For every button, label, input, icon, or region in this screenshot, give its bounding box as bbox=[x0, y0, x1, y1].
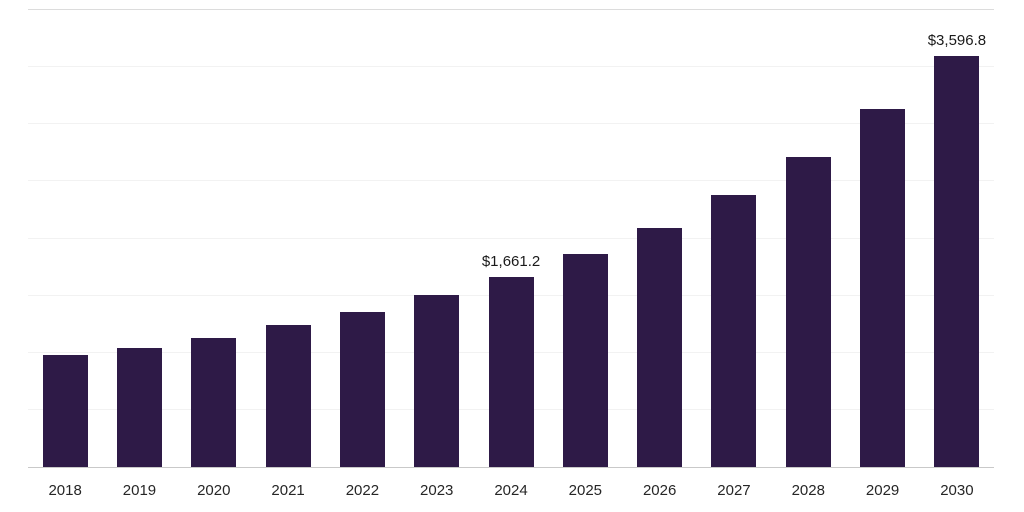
bar-slot-2021 bbox=[251, 10, 325, 467]
bar-slot-2022 bbox=[325, 10, 399, 467]
x-tick-label-2024: 2024 bbox=[494, 481, 528, 499]
bar-slot-2029 bbox=[845, 10, 919, 467]
x-tick-label-2029: 2029 bbox=[865, 481, 900, 499]
bar-2021 bbox=[265, 325, 311, 467]
bar-slot-2019 bbox=[102, 10, 176, 467]
x-axis: 2018 2019 2020 2021 2022 2023 2024 2025 2026 2027… bbox=[28, 468, 994, 512]
data-label-2030: $3,596.8 bbox=[927, 32, 987, 50]
bar-2018 bbox=[42, 355, 88, 467]
x-tick-label-2023: 2023 bbox=[420, 481, 454, 499]
bar-slot-2026 bbox=[623, 10, 697, 467]
bar-slot-2027 bbox=[697, 10, 771, 467]
x-tick-label-2019: 2019 bbox=[122, 481, 157, 499]
bar-2030: $3,596.8 bbox=[928, 32, 986, 467]
bar-2024: $1,661.2 bbox=[482, 253, 540, 467]
data-label-2024: $1,661.2 bbox=[481, 253, 541, 271]
bar-2019 bbox=[116, 347, 162, 467]
bar-2029 bbox=[860, 108, 906, 467]
x-tick-label-2027: 2027 bbox=[717, 481, 751, 499]
x-tick-label-2022: 2022 bbox=[345, 481, 380, 499]
bar-slot-2023 bbox=[400, 10, 474, 467]
x-tick-label-2030: 2030 bbox=[940, 481, 974, 499]
bar-2025 bbox=[562, 253, 608, 467]
bar-2027 bbox=[711, 194, 757, 467]
bar-slot-2018 bbox=[28, 10, 102, 467]
plot-area: $1,661.2 $3,596.8 bbox=[28, 9, 994, 468]
bar-slot-2025 bbox=[548, 10, 622, 467]
bar-2023 bbox=[414, 295, 460, 467]
x-tick-label-2025: 2025 bbox=[568, 481, 603, 499]
x-tick-label-2028: 2028 bbox=[791, 481, 825, 499]
x-tick-label-2018: 2018 bbox=[48, 481, 82, 499]
bar-2020 bbox=[191, 338, 237, 467]
bars-container: $1,661.2 $3,596.8 bbox=[28, 10, 994, 467]
bar-slot-2028 bbox=[771, 10, 845, 467]
bar-slot-2030: $3,596.8 bbox=[920, 10, 994, 467]
bar-slot-2024: $1,661.2 bbox=[474, 10, 548, 467]
bar-2026 bbox=[637, 227, 683, 467]
bar-slot-2020 bbox=[177, 10, 251, 467]
x-tick-label-2020: 2020 bbox=[197, 481, 231, 499]
bar-2022 bbox=[339, 311, 385, 467]
bar-2028 bbox=[785, 156, 831, 467]
x-tick-label-2026: 2026 bbox=[642, 481, 677, 499]
x-tick-label-2021: 2021 bbox=[271, 481, 305, 499]
